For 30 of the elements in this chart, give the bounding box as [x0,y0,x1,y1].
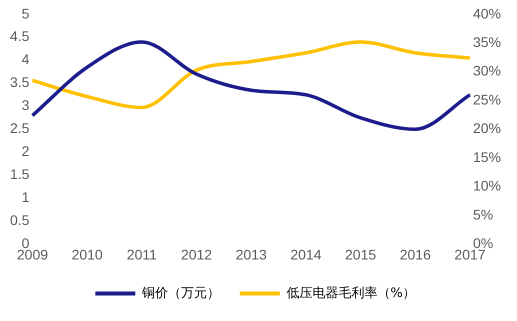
y2-tick-label: 15% [472,148,502,165]
y-tick-label: 4 [22,51,30,68]
y-tick-label: 4.5 [10,28,30,44]
y2-tick-label: 10% [472,178,502,194]
y2-tick-label: 5% [472,206,494,222]
x-tick-label: 2010 [72,246,103,262]
x-tick-label: 2014 [290,246,322,262]
line-series [30,40,472,110]
y-tick-label: 0.5 [10,212,30,228]
legend-label: 低压电器毛利率（%） [286,284,416,301]
y-tick-label: 1.5 [10,166,30,182]
y-tick-label: 2 [22,143,30,160]
y-tick-label: 3 [22,97,30,114]
x-tick-label: 2013 [236,246,267,262]
line-series [30,40,472,132]
y2-tick-label: 0% [472,235,494,252]
x-tick-label: 2015 [345,246,376,262]
y-tick-label: 1 [22,189,30,206]
y2-tick-label: 30% [472,62,502,79]
y-tick-label: 2.5 [10,120,30,136]
x-tick-label: 2012 [180,246,212,262]
y2-tick-label: 20% [472,120,502,136]
x-tick-label: 2016 [400,246,432,262]
y2-tick-label: 40% [472,5,502,22]
legend-label: 铜价（万元） [140,286,220,301]
y2-tick-label: 35% [472,34,502,50]
y-tick-label: 3.5 [10,74,30,90]
y-tick-label: 5 [22,5,30,22]
y2-tick-label: 25% [472,91,502,108]
x-tick-label: 2011 [126,246,158,262]
